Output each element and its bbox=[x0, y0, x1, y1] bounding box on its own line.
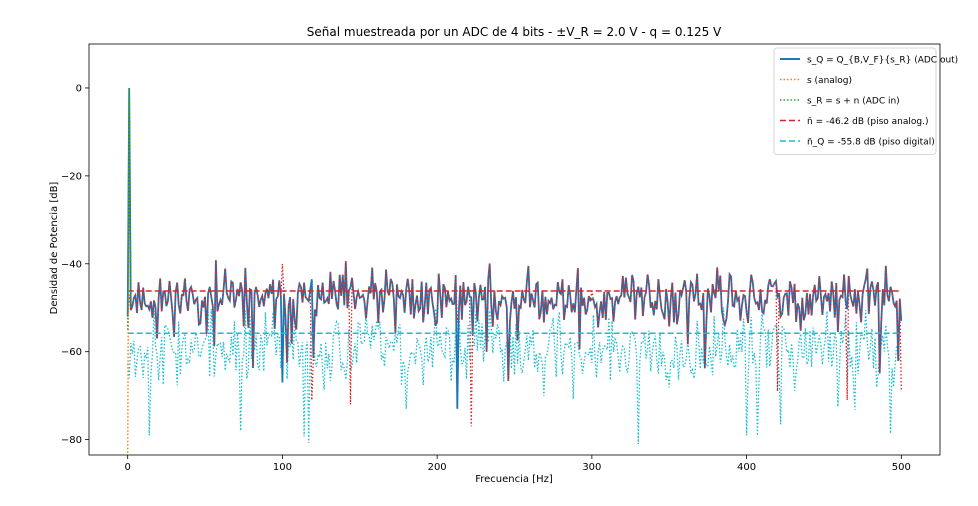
x-axis-label: Frecuencia [Hz] bbox=[475, 474, 553, 485]
y-tick-label: −40 bbox=[61, 259, 82, 270]
axes-frame bbox=[88, 43, 941, 456]
legend-label: s (analog) bbox=[807, 76, 852, 86]
x-tick-label: 400 bbox=[737, 462, 756, 473]
y-tick-label: 0 bbox=[76, 83, 82, 94]
y-tick-label: −20 bbox=[61, 171, 82, 182]
axes: 0 100 200 300 400 500 0 −20 −40 −60 −80 bbox=[61, 43, 941, 473]
y-axis-label: Densidad de Potencia [dB] bbox=[49, 182, 60, 315]
x-tick-label: 300 bbox=[582, 462, 601, 473]
legend-label: s_R = s + n (ADC in) bbox=[807, 97, 900, 107]
y-tick-label: −60 bbox=[61, 347, 82, 358]
chart-title: Señal muestreada por un ADC de 4 bits - … bbox=[307, 25, 722, 39]
legend-label: s_Q = Q_{B,V_F}{s_R} (ADC out) bbox=[807, 56, 958, 66]
series-line-adc-in bbox=[126, 87, 132, 330]
x-tick-label: 0 bbox=[124, 462, 130, 473]
analog-noise-trace bbox=[127, 260, 902, 427]
plot-area bbox=[126, 87, 903, 453]
x-tick-label: 200 bbox=[428, 462, 447, 473]
x-tick-label: 100 bbox=[273, 462, 292, 473]
legend-box bbox=[773, 47, 937, 155]
legend: s_Q = Q_{B,V_F}{s_R} (ADC out) s (analog)… bbox=[773, 47, 958, 155]
y-tick-label: −80 bbox=[61, 435, 82, 446]
x-tick-label: 500 bbox=[892, 462, 911, 473]
legend-label: n̄_Q = -55.8 dB (piso digital) bbox=[807, 138, 935, 148]
legend-label: n̄ = -46.2 dB (piso analog.) bbox=[807, 117, 928, 127]
series-line-analog bbox=[126, 87, 130, 453]
